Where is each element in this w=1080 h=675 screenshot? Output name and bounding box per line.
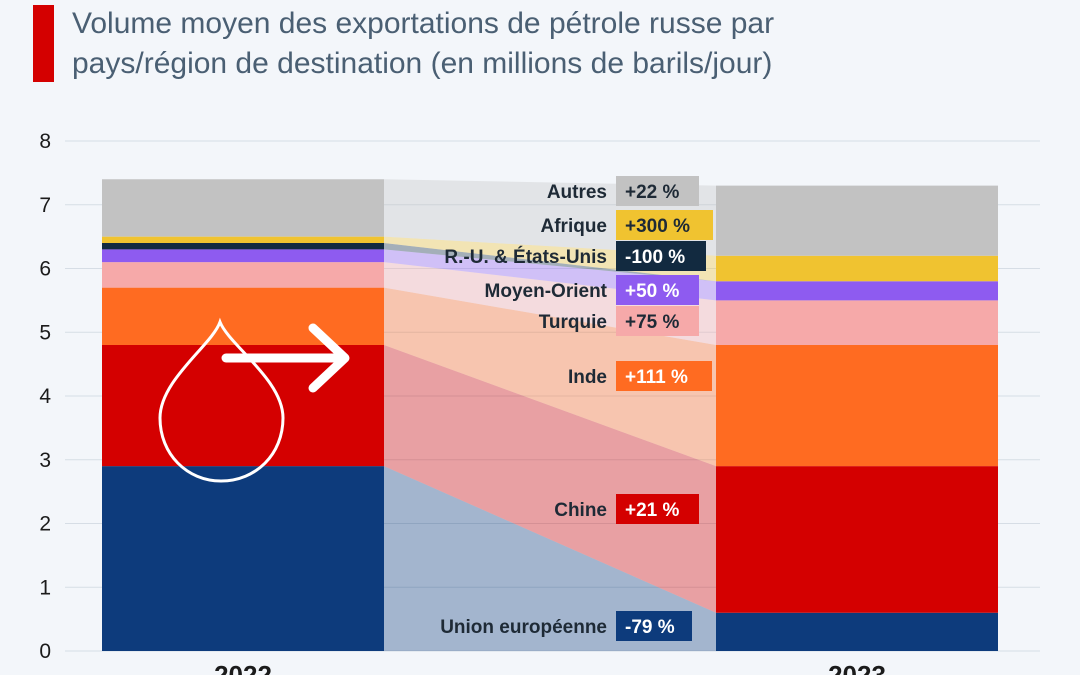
- bar-segment: [716, 281, 998, 301]
- flow-band: [384, 345, 716, 613]
- change-badge-text: -79 %: [625, 617, 675, 638]
- y-tick-label: 6: [39, 258, 51, 281]
- bar-segment: [716, 185, 998, 256]
- y-tick-label: 2: [39, 513, 51, 536]
- bar-segment: [102, 236, 384, 243]
- y-tick-label: 3: [39, 449, 51, 472]
- change-badge: [616, 306, 699, 336]
- series-name-label: Union européenne: [440, 617, 607, 638]
- change-badge: [616, 241, 706, 271]
- change-badge: [616, 176, 699, 206]
- bars: [102, 179, 998, 651]
- y-tick-label: 4: [39, 385, 51, 408]
- x-category-label: 2023: [828, 660, 886, 675]
- series-name-label: Moyen-Orient: [485, 281, 608, 302]
- bar-segment: [716, 612, 998, 651]
- change-badge-text: +75 %: [625, 312, 680, 333]
- change-badge-text: +21 %: [625, 500, 680, 521]
- bar-segment: [102, 179, 384, 237]
- y-tick-label: 5: [39, 321, 51, 344]
- y-tick-label: 1: [39, 576, 51, 599]
- change-badge: [616, 611, 692, 641]
- bar-segment: [716, 345, 998, 467]
- oil-drop-arrow-icon: [158, 317, 350, 483]
- title-accent-bar: [33, 5, 54, 82]
- bar-segment: [102, 249, 384, 263]
- arrow-head-icon: [308, 323, 350, 393]
- x-category-label: 2022: [214, 660, 272, 675]
- flow-band: [384, 243, 716, 282]
- oil-drop-icon: [158, 317, 285, 483]
- y-tick-label: 8: [39, 130, 51, 153]
- bar-segment: [716, 255, 998, 282]
- chart-title-line-1: Volume moyen des exportations de pétrole…: [72, 7, 775, 40]
- series-name-label: Autres: [547, 182, 607, 203]
- change-badge-text: +50 %: [625, 281, 680, 302]
- change-badge: [616, 361, 712, 391]
- change-badge: [616, 275, 699, 305]
- series-name-label: R.-U. & États-Unis: [444, 246, 607, 268]
- axes: 0 1 2 3 4 5 6 7 8 2022 2023: [39, 130, 886, 675]
- bar-segment: [102, 243, 384, 250]
- chart-title-line-2: pays/région de destination (en millions …: [72, 47, 773, 80]
- y-tick-label: 0: [39, 640, 51, 663]
- y-tick-label: 7: [39, 194, 51, 217]
- bar-segment: [102, 466, 384, 651]
- change-badge-text: +300 %: [625, 216, 690, 237]
- chart-title: Volume moyen des exportations de pétrole…: [72, 4, 1062, 84]
- series-name-label: Turquie: [539, 312, 607, 333]
- bar-segment: [102, 287, 384, 345]
- series-labels: Union européenne -79 % Chine +21 % Inde +111 …: [440, 176, 713, 641]
- series-name-label: Inde: [568, 367, 607, 388]
- flow-band: [384, 466, 716, 651]
- series-name-label: Chine: [554, 500, 607, 521]
- bar-segment: [102, 262, 384, 288]
- flow-bands: [384, 179, 716, 651]
- change-badge-text: +111 %: [625, 367, 688, 388]
- change-badge: [616, 210, 713, 240]
- bar-segment: [716, 466, 998, 613]
- bar-segment: [716, 300, 998, 345]
- change-badge-text: +22 %: [625, 182, 680, 203]
- series-name-label: Afrique: [541, 216, 608, 237]
- change-badge: [616, 494, 699, 524]
- change-badge-text: -100 %: [625, 247, 685, 268]
